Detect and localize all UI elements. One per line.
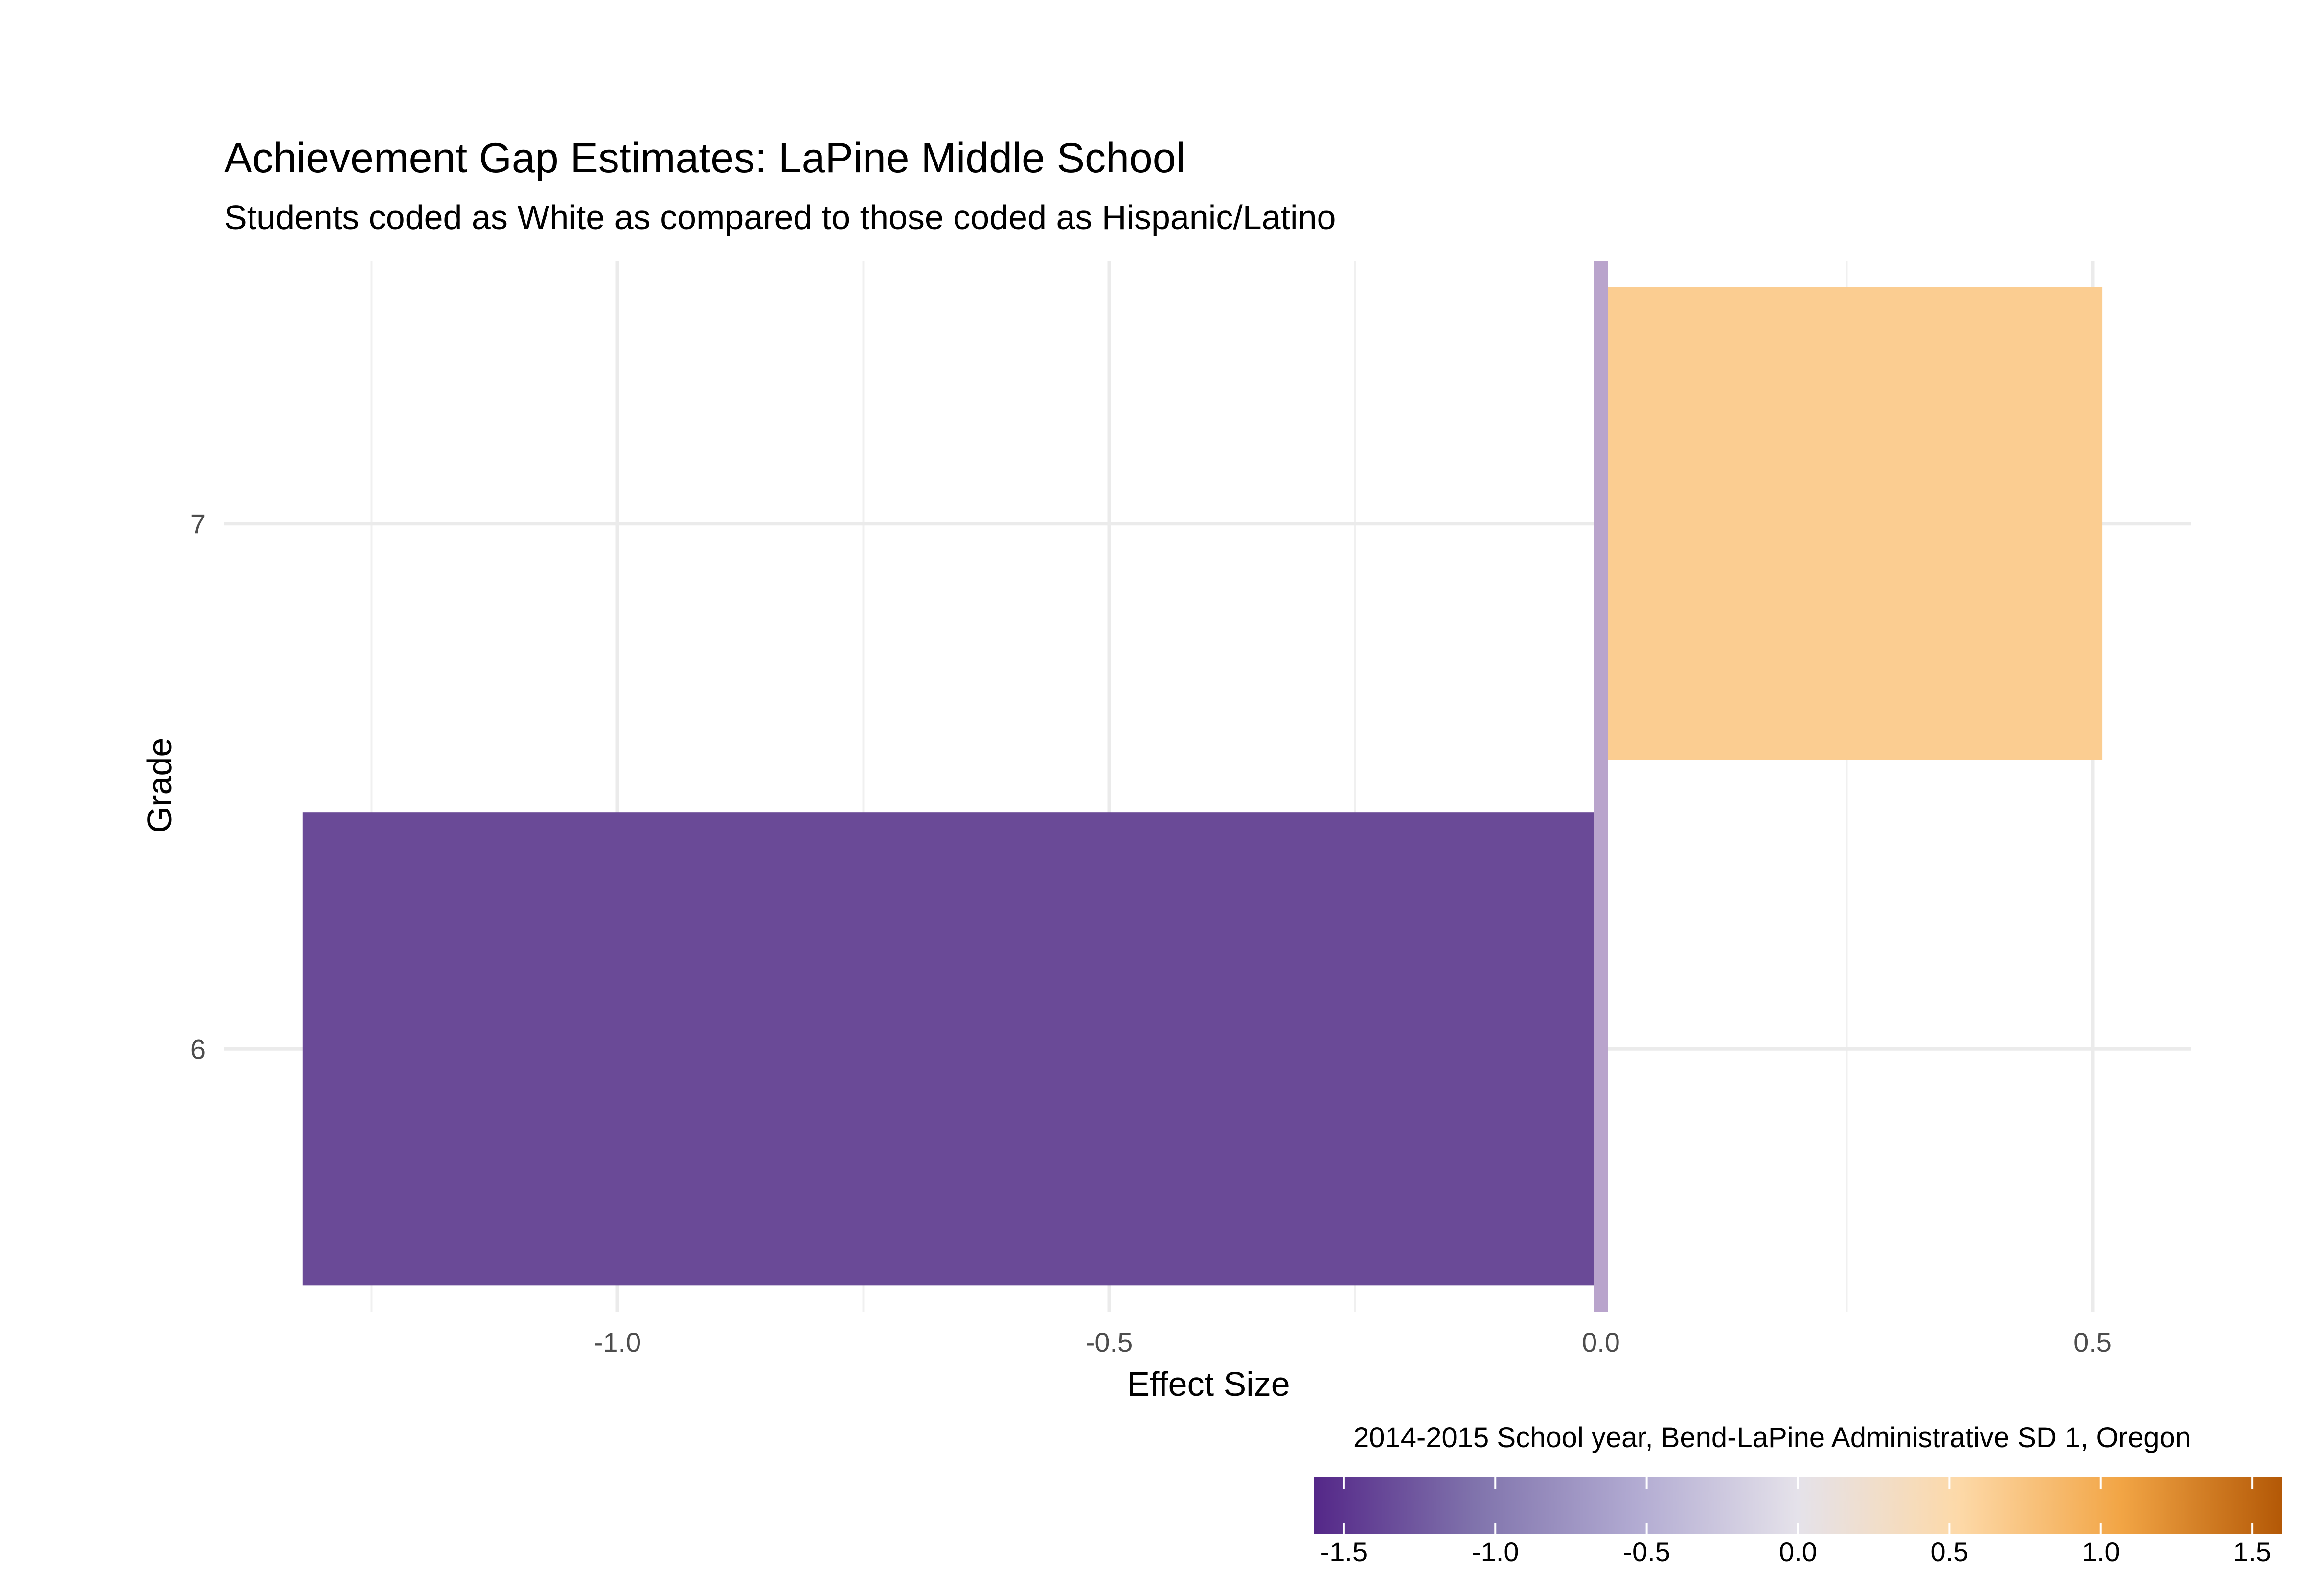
zero-line-layer <box>1594 261 1608 1312</box>
x-axis-ticks: -1.0 -0.5 0.0 0.5 <box>594 1327 2112 1358</box>
colorbar-tick-label: 1.5 <box>2233 1536 2271 1567</box>
chart-caption: 2014-2015 School year, Bend-LaPine Admin… <box>1353 1422 2191 1454</box>
y-axis-label: Grade <box>140 738 179 833</box>
colorbar-tick-label: -1.0 <box>1472 1536 1519 1567</box>
x-tick-label: 0.0 <box>1582 1327 1620 1358</box>
x-tick-label: -0.5 <box>1086 1327 1133 1358</box>
chart-subtitle: Students coded as White as compared to t… <box>224 198 1336 236</box>
colorbar-tick-label: -1.5 <box>1321 1536 1368 1567</box>
colorbar-tick-label: 1.0 <box>2082 1536 2120 1567</box>
bar-grade-7 <box>1601 287 2103 760</box>
chart-title: Achievement Gap Estimates: LaPine Middle… <box>224 135 1185 182</box>
colorbar-tick-label: 0.0 <box>1779 1536 1817 1567</box>
bars <box>302 287 2103 1286</box>
colorbar-legend: -1.5 -1.0 -0.5 0.0 0.5 1.0 1.5 <box>1314 1477 2282 1567</box>
colorbar-tick-label: 0.5 <box>1930 1536 1968 1567</box>
y-tick-label: 6 <box>190 1034 205 1064</box>
y-axis-ticks: 67 <box>190 508 205 1065</box>
colorbar-tick-label: -0.5 <box>1623 1536 1670 1567</box>
bar-grade-6 <box>302 812 1601 1286</box>
x-tick-label: -1.0 <box>594 1327 641 1358</box>
x-axis-label: Effect Size <box>1127 1365 1290 1403</box>
x-tick-label: 0.5 <box>2073 1327 2112 1358</box>
y-tick-label: 7 <box>190 508 205 539</box>
zero-line <box>1594 261 1608 1312</box>
